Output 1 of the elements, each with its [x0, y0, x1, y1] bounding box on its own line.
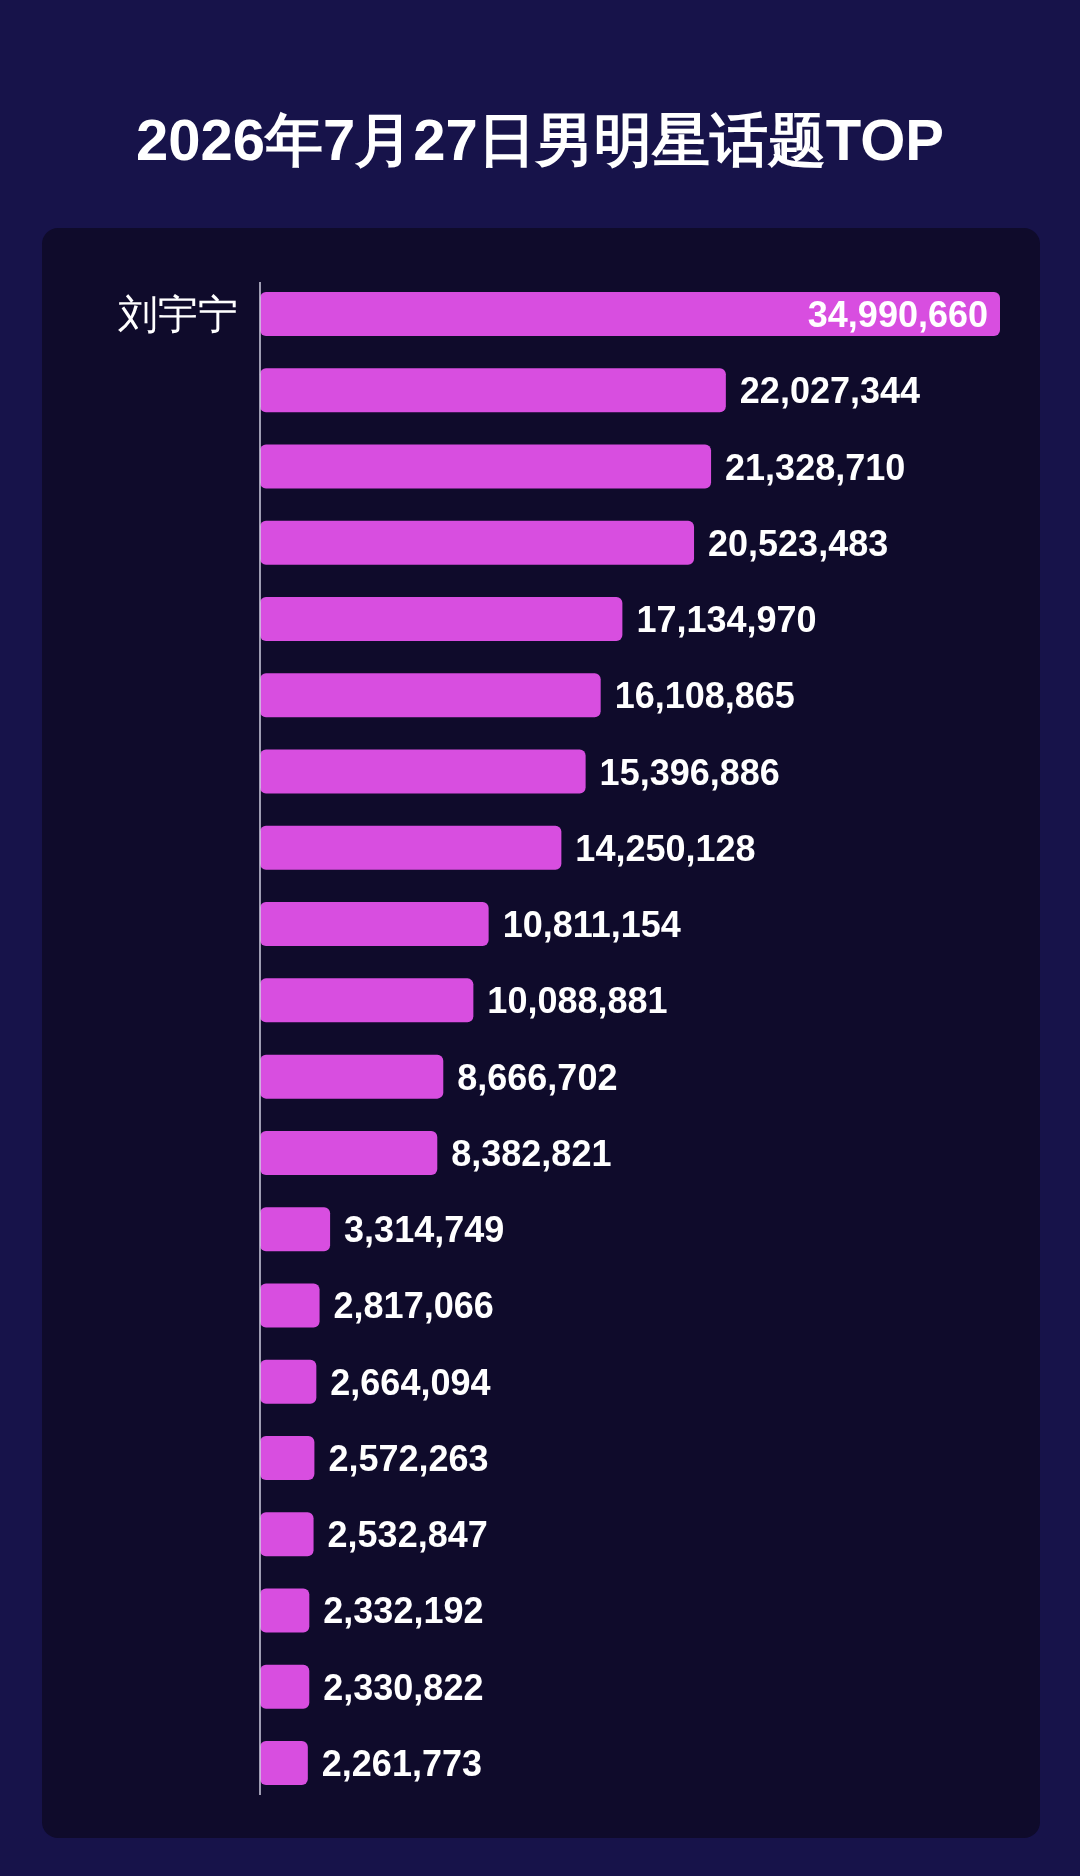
chart-title: 2026年7月27日男明星话题TOP: [136, 107, 944, 172]
